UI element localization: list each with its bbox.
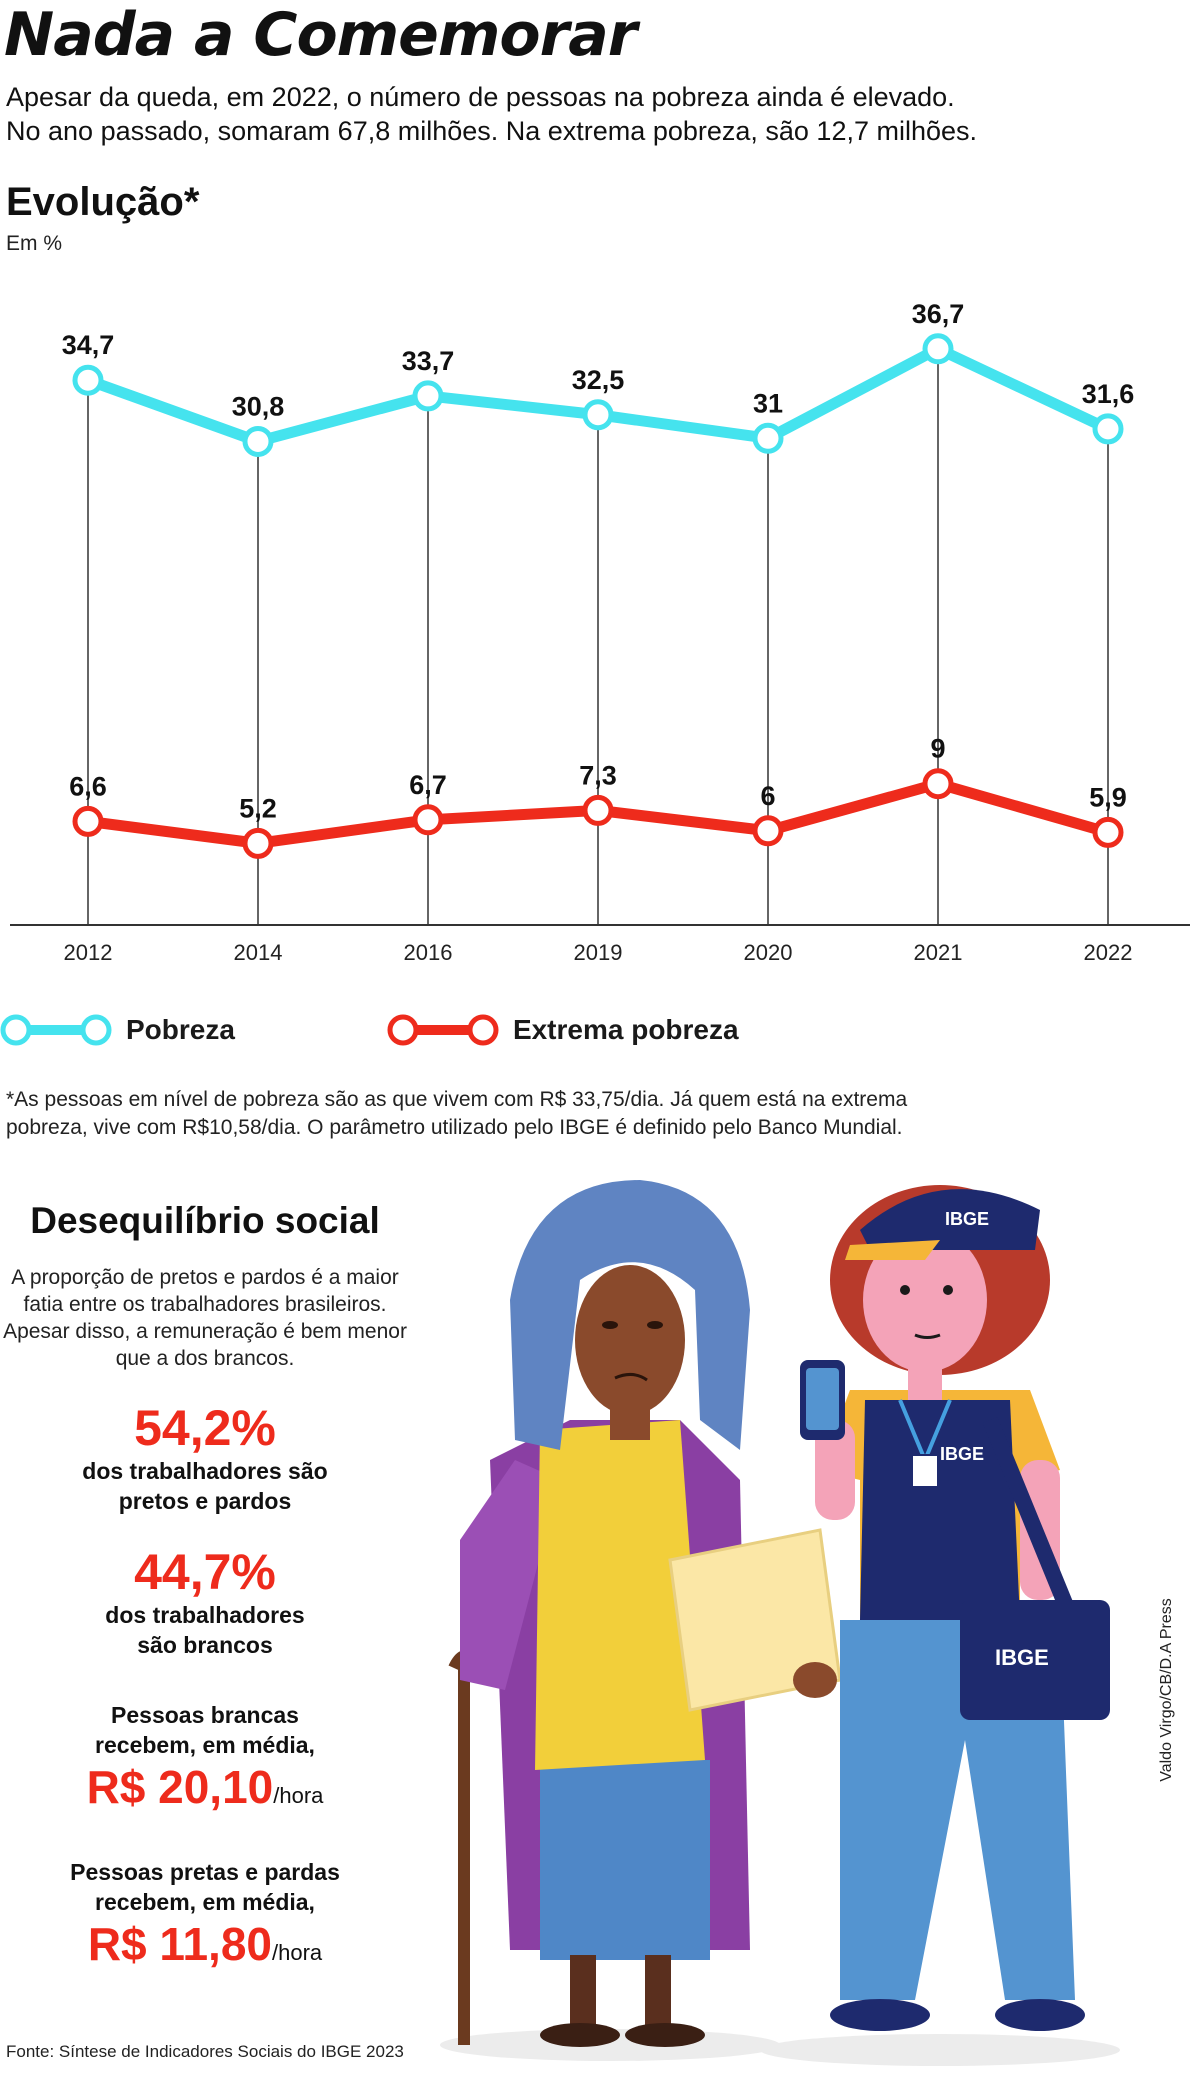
stat-white-share: 44,7% dos trabalhadores são brancos — [0, 1544, 410, 1660]
stat-desc: dos trabalhadores são brancos — [0, 1600, 410, 1660]
footnote-line: *As pessoas em nível de pobreza são as q… — [6, 1088, 908, 1111]
x-tick-label: 2020 — [744, 940, 793, 965]
stat-desc: dos trabalhadores são pretos e pardos — [0, 1456, 410, 1516]
wage-value: R$ 11,80 — [87, 1918, 272, 1970]
stat-value: 44,7% — [134, 1544, 276, 1600]
vest-badge-text: IBGE — [940, 1444, 984, 1464]
wage-unit: /hora — [273, 1783, 324, 1808]
x-tick-label: 2012 — [64, 940, 113, 965]
legend-item-pobreza: Pobreza — [0, 1010, 235, 1050]
data-point — [242, 425, 274, 457]
cap-icon — [860, 1189, 1040, 1250]
data-label: 31,6 — [1082, 379, 1135, 409]
bag-badge-text: IBGE — [995, 1645, 1049, 1670]
wage-value-line: R$ 11,80/hora — [0, 1917, 410, 1980]
legend-swatch-pobreza-icon — [0, 1014, 112, 1046]
legend-item-extrema: Extrema pobreza — [387, 1010, 739, 1050]
stat-desc-line: são brancos — [137, 1632, 273, 1658]
data-point — [1092, 413, 1124, 445]
chart-legend: Pobreza Extrema pobreza — [0, 1008, 801, 1052]
x-tick-label: 2019 — [574, 940, 623, 965]
x-tick-label: 2014 — [234, 940, 283, 965]
data-label: 5,9 — [1089, 782, 1127, 812]
subtitle-line: No ano passado, somaram 67,8 milhões. Na… — [6, 116, 978, 146]
stat-desc-line: dos trabalhadores — [105, 1602, 305, 1628]
data-label: 6,6 — [69, 771, 107, 801]
stat-desc-line: pretos e pardos — [118, 1488, 292, 1514]
legend-label-extrema: Extrema pobreza — [512, 1014, 739, 1045]
page-title: Nada a Comemorar — [4, 0, 637, 70]
data-point — [72, 364, 104, 396]
wage-desc-line: Pessoas brancas — [111, 1702, 299, 1728]
worker-face — [863, 1228, 987, 1372]
data-label: 32,5 — [572, 365, 625, 395]
x-tick-label: 2016 — [404, 940, 453, 965]
face — [575, 1265, 685, 1415]
data-point — [412, 380, 444, 412]
bag-icon — [960, 1600, 1110, 1720]
wage-white: Pessoas brancas recebem, em média, R$ 20… — [0, 1700, 410, 1823]
data-point — [922, 768, 954, 800]
data-label: 30,8 — [232, 391, 285, 421]
subtitle: Apesar da queda, em 2022, o número de pe… — [6, 80, 1186, 148]
cap-badge-text: IBGE — [945, 1209, 989, 1229]
chart-title: Evolução* — [6, 180, 200, 224]
data-label: 31 — [753, 388, 783, 418]
stat-value: 54,2% — [134, 1400, 276, 1456]
wage-desc: Pessoas brancas recebem, em média, — [0, 1700, 410, 1760]
stat-desc-line: dos trabalhadores são — [82, 1458, 328, 1484]
source-note: Fonte: Síntese de Indicadores Sociais do… — [6, 2042, 404, 2061]
data-point — [1092, 816, 1124, 848]
hood — [510, 1180, 750, 1450]
cane-icon — [458, 1665, 470, 2045]
elderly-woman-figure — [448, 1180, 842, 2047]
data-label: 6,7 — [409, 770, 447, 800]
wage-desc-line: recebem, em média, — [95, 1732, 315, 1758]
legend-swatch-extrema-icon — [387, 1014, 499, 1046]
data-label: 6 — [760, 781, 775, 811]
data-point — [752, 815, 784, 847]
wage-value: R$ 20,10 — [86, 1761, 274, 1813]
data-point — [72, 805, 104, 837]
wage-desc-line: recebem, em média, — [95, 1889, 315, 1915]
data-point — [922, 333, 954, 365]
social-intro: A proporção de pretos e pardos é a maior… — [3, 1266, 407, 1370]
stat-black-brown-share: 54,2% dos trabalhadores são pretos e par… — [0, 1400, 410, 1516]
wage-unit: /hora — [272, 1940, 323, 1965]
data-label: 33,7 — [402, 346, 455, 376]
subtitle-line: Apesar da queda, em 2022, o número de pe… — [6, 82, 955, 112]
social-inequality-panel: Desequilíbrio social A proporção de pret… — [0, 1200, 410, 1980]
data-point — [242, 827, 274, 859]
id-badge-icon — [911, 1454, 939, 1488]
data-label: 5,2 — [239, 793, 277, 823]
shadow-right — [760, 2034, 1120, 2066]
data-point — [582, 794, 614, 826]
wage-black-brown: Pessoas pretas e pardas recebem, em médi… — [0, 1857, 410, 1980]
data-label: 36,7 — [912, 299, 965, 329]
wage-desc-line: Pessoas pretas e pardas — [70, 1859, 340, 1885]
legend-label-pobreza: Pobreza — [126, 1014, 235, 1045]
footnote: *As pessoas em nível de pobreza são as q… — [6, 1086, 1186, 1142]
chart-unit-label: Em % — [6, 232, 63, 255]
x-tick-label: 2021 — [914, 940, 963, 965]
wage-desc: Pessoas pretas e pardas recebem, em médi… — [0, 1857, 410, 1917]
data-label: 34,7 — [62, 330, 115, 360]
line-chart: 2012 2014 2016 2019 2020 2021 2022 34,7 30,8 33,7… — [10, 299, 1190, 965]
data-point — [752, 422, 784, 454]
data-point — [412, 804, 444, 836]
illustration: IBGE IBGE IBGE — [440, 1180, 1120, 2066]
census-worker-figure: IBGE IBGE IBGE — [800, 1185, 1110, 2031]
x-tick-label: 2022 — [1084, 940, 1133, 965]
wage-value-line: R$ 20,10/hora — [0, 1760, 410, 1823]
blouse — [535, 1420, 705, 1770]
skirt — [540, 1760, 710, 1960]
photo-credit: Valdo Virgo/CB/D.A Press — [1158, 1598, 1175, 1782]
data-label: 7,3 — [579, 760, 617, 790]
social-title: Desequilíbrio social — [30, 1200, 380, 1241]
data-point — [582, 399, 614, 431]
vest — [860, 1400, 1020, 1620]
footnote-line: pobreza, vive com R$10,58/dia. O parâmet… — [6, 1116, 903, 1139]
data-label: 9 — [930, 734, 945, 764]
